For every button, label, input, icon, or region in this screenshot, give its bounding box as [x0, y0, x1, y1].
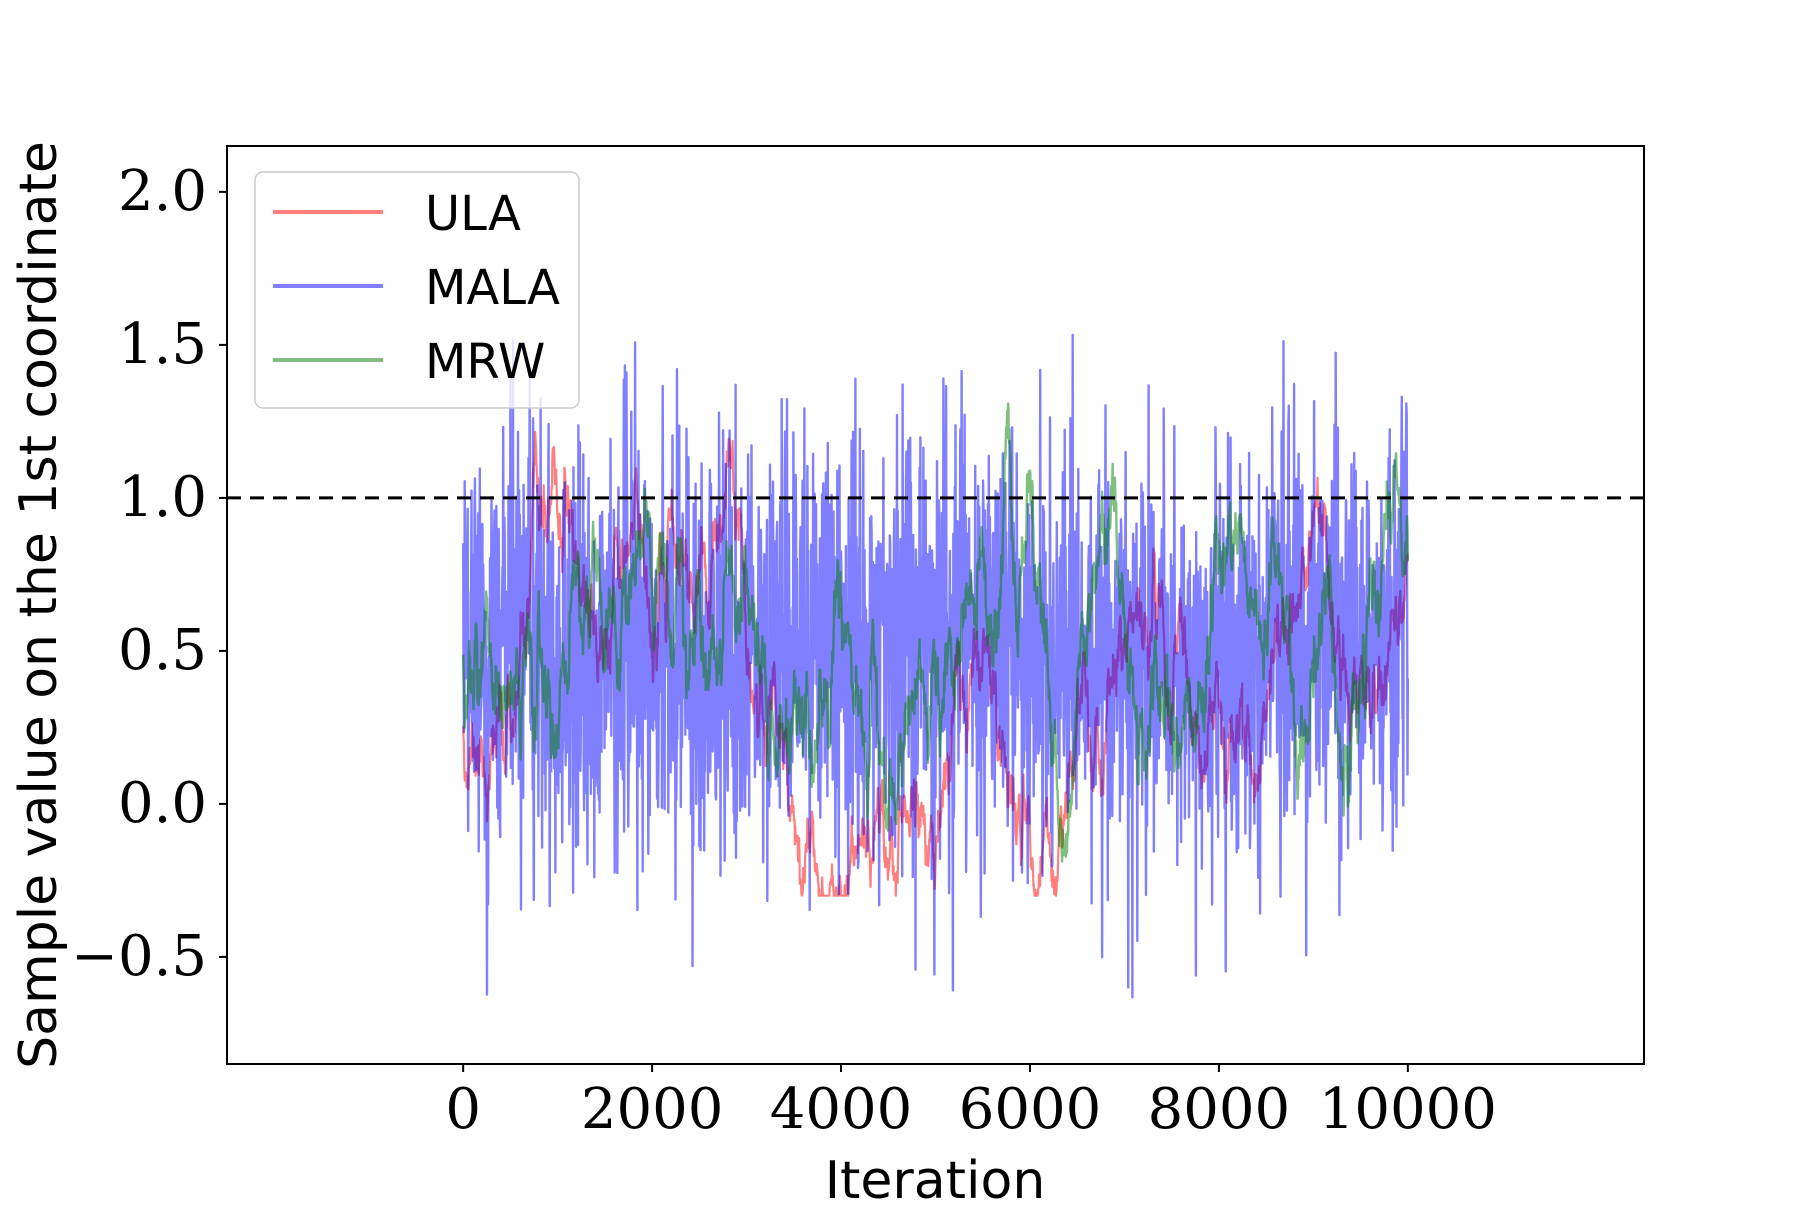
x-axis: 0 2000 4000 6000 8000 10000: [445, 1064, 1497, 1142]
x-tick-label: 10000: [1319, 1077, 1497, 1142]
series-line-mrw: [462, 402, 1409, 863]
y-tick-label: −0.5: [71, 924, 207, 989]
legend-label-ula: ULA: [425, 186, 521, 242]
legend-label-mala: MALA: [425, 260, 560, 316]
y-tick-label: 1.5: [118, 312, 207, 377]
legend-label-mrw: MRW: [425, 334, 545, 390]
y-tick-label: 1.0: [118, 465, 207, 530]
series-layer: [462, 333, 1409, 999]
x-tick-label: 4000: [770, 1077, 913, 1142]
legend: ULA MALA MRW: [254, 171, 580, 409]
plot-frame: [226, 145, 1645, 1065]
y-tick-label: 2.0: [118, 159, 207, 224]
y-axis-title: Sample value on the 1st coordinate: [9, 141, 69, 1069]
x-tick-label: 2000: [581, 1077, 724, 1142]
y-tick-label: 0.0: [118, 771, 207, 836]
legend-box: [254, 171, 580, 409]
x-tick-label: 8000: [1148, 1077, 1291, 1142]
y-tick-label: 0.5: [118, 618, 207, 683]
x-axis-title: Iteration: [825, 1151, 1046, 1200]
x-tick-label: 0: [445, 1077, 481, 1142]
y-axis: −0.5 0.0 0.5 1.0 1.5 2.0: [71, 159, 227, 989]
x-tick-label: 6000: [959, 1077, 1102, 1142]
